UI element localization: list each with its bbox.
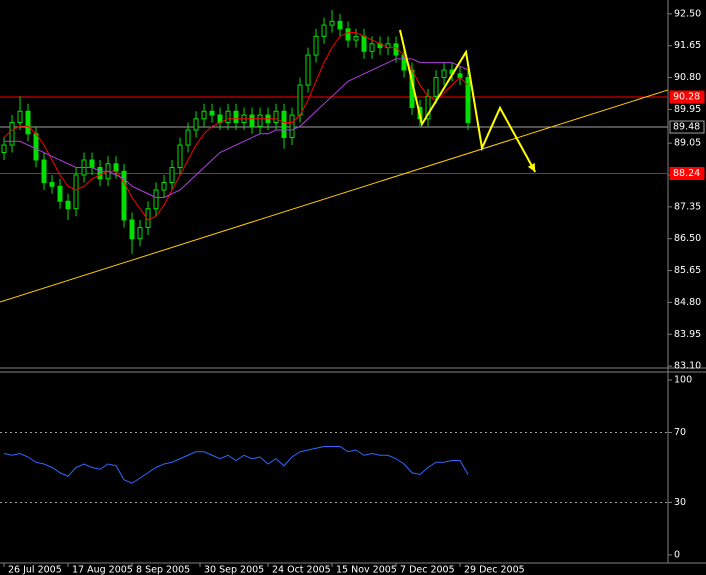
x-tick-label: 29 Dec 2005 [464,565,525,575]
candle-body [313,35,319,56]
candle-body [145,208,151,228]
candle-body [353,35,359,41]
candle-body [297,84,303,116]
candle-body [233,110,239,124]
y-tick-label: 92.50 [674,8,701,19]
arrow-head [527,163,536,173]
candle-body [369,43,375,52]
candle-body [345,28,351,41]
candle-body [129,219,135,240]
y-tick-label: 89.05 [674,138,701,149]
candle-body [193,118,199,131]
candle-body [25,110,31,135]
y-tick-label: 100 [674,375,692,386]
y-tick-label: 86.50 [674,233,701,244]
pattern-line [399,29,537,173]
candle-body [17,110,23,124]
trend-line [0,89,669,303]
x-tick-label: 8 Sep 2005 [136,565,190,575]
y-tick-label: 90.80 [674,72,701,83]
candle-body [1,144,7,154]
candle-body [121,170,127,221]
y-tick-label: 70 [674,427,686,438]
level-label: 88.24 [673,168,700,179]
level-label-box [669,90,705,104]
indicator-line [3,446,469,484]
y-tick-label: 91.65 [674,40,701,51]
candle-body [281,110,287,139]
x-tick-label: 24 Oct 2005 [272,565,331,575]
y-tick-label: 83.95 [674,329,701,340]
candle-body [257,114,263,127]
candle-body [321,24,327,37]
candle-body [305,54,311,86]
candle-body [9,122,15,146]
candle-body [33,133,39,161]
x-tick-label: 15 Nov 2005 [336,565,397,575]
y-tick-label: 0 [674,549,680,560]
candle-body [465,77,471,124]
candle-body [49,182,55,187]
candle-body [73,174,79,210]
candle-body [337,20,343,30]
candle-body [361,35,367,52]
candle-body [441,69,447,79]
level-label: 89.48 [673,122,700,133]
level-label-box [669,120,705,134]
y-tick-label: 85.65 [674,265,701,276]
candle-body [89,159,95,169]
candle-body [249,114,255,127]
candle-body [329,20,335,26]
y-tick-label: 87.35 [674,201,701,212]
candle-body [209,110,215,116]
level-label: 90.28 [673,92,700,103]
candle-body [225,110,231,124]
x-tick-label: 26 Jul 2005 [8,565,62,575]
candle-body [177,144,183,169]
candle-body [153,189,159,210]
candle-body [41,159,47,184]
y-tick-label: 30 [674,497,686,508]
y-tick-label: 84.80 [674,297,701,308]
candle-body [201,110,207,120]
candle-body [169,167,175,184]
moving-average [3,32,469,221]
candle-body [97,167,103,180]
level-label-box [669,167,705,181]
candle-body [113,163,119,172]
candle-body [433,77,439,97]
x-tick-label: 17 Aug 2005 [72,565,133,575]
candle-body [161,182,167,191]
candle-body [65,200,71,210]
candle-body [137,226,143,240]
candle-body [273,110,279,124]
x-tick-label: 7 Dec 2005 [400,565,455,575]
candle-body [289,114,295,139]
candle-body [185,129,191,146]
moving-average [4,58,469,198]
y-tick-label: 89.95 [674,104,701,115]
y-tick-label: 83.10 [674,361,701,372]
x-tick-label: 30 Sep 2005 [204,565,264,575]
candle-body [57,185,63,202]
